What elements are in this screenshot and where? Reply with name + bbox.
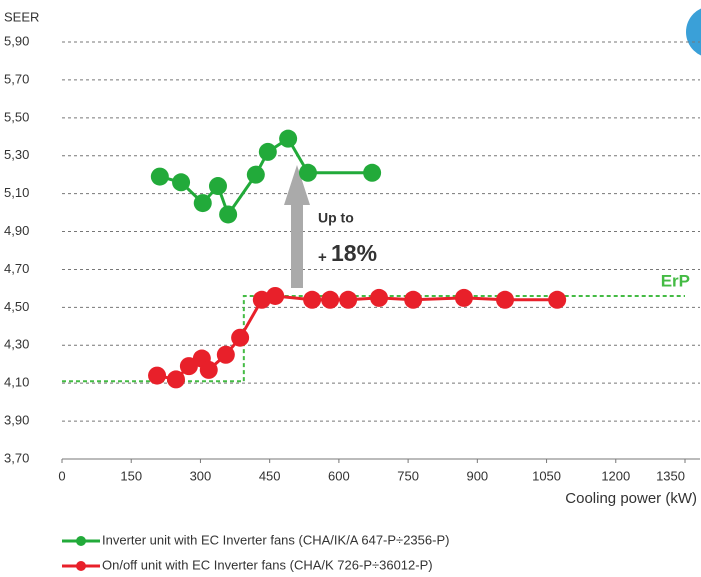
- data-point: [363, 163, 382, 182]
- x-tick-label: 0: [58, 468, 65, 483]
- x-axis-label: Cooling power (kW): [565, 490, 697, 507]
- x-tick-label: 1350: [656, 468, 685, 483]
- legend-marker: [76, 536, 86, 546]
- data-point: [246, 165, 265, 184]
- y-tick-label: 4,30: [4, 337, 29, 352]
- data-point: [258, 142, 277, 161]
- y-axis-label: SEER: [4, 9, 39, 24]
- y-tick-label: 4,50: [4, 299, 29, 314]
- data-point: [370, 288, 389, 307]
- legend-marker: [76, 561, 86, 571]
- data-point: [496, 290, 515, 309]
- y-tick-label: 5,70: [4, 71, 29, 86]
- data-point: [279, 129, 298, 148]
- data-point: [216, 345, 235, 364]
- x-tick-label: 150: [120, 468, 142, 483]
- x-tick-label: 1050: [532, 468, 561, 483]
- x-tick-label: 750: [397, 468, 419, 483]
- series-line: [159, 136, 373, 218]
- data-point: [172, 173, 191, 192]
- y-tick-label: 3,90: [4, 413, 29, 428]
- annotation: Up to: [318, 210, 354, 226]
- data-point: [193, 194, 212, 213]
- y-tick-label: 3,70: [4, 450, 29, 465]
- y-tick-label: 5,10: [4, 185, 29, 200]
- data-point: [231, 328, 250, 347]
- y-tick-label: 5,50: [4, 109, 29, 124]
- x-tick-label: 600: [328, 468, 350, 483]
- arrow: [284, 165, 310, 288]
- data-point: [266, 286, 285, 305]
- data-point: [208, 177, 227, 196]
- y-tick-label: 5,30: [4, 147, 29, 162]
- x-tick-label: 900: [466, 468, 488, 483]
- data-point: [339, 290, 358, 309]
- y-tick-label: 4,70: [4, 261, 29, 276]
- y-tick-label: 5,90: [4, 33, 29, 48]
- data-point: [548, 290, 567, 309]
- x-tick-label: 300: [190, 468, 212, 483]
- erp-label: ErP: [661, 271, 690, 290]
- y-tick-label: 4,90: [4, 223, 29, 238]
- y-tick-label: 4,10: [4, 375, 29, 390]
- x-tick-label: 1200: [601, 468, 630, 483]
- annotation: +: [318, 249, 327, 266]
- data-point: [150, 167, 169, 186]
- data-point: [303, 290, 322, 309]
- x-tick-label: 450: [259, 468, 281, 483]
- data-point: [166, 370, 185, 389]
- data-point: [148, 366, 167, 385]
- logo: [686, 8, 701, 56]
- data-point: [454, 288, 473, 307]
- legend-label: On/off unit with EC Inverter fans (CHA/K…: [102, 557, 433, 572]
- legend-label: Inverter unit with EC Inverter fans (CHA…: [102, 532, 449, 547]
- data-point: [404, 290, 423, 309]
- data-point: [199, 360, 218, 379]
- data-point: [321, 290, 340, 309]
- annotation: 18%: [331, 240, 377, 266]
- data-point: [219, 205, 238, 224]
- data-point: [298, 163, 317, 182]
